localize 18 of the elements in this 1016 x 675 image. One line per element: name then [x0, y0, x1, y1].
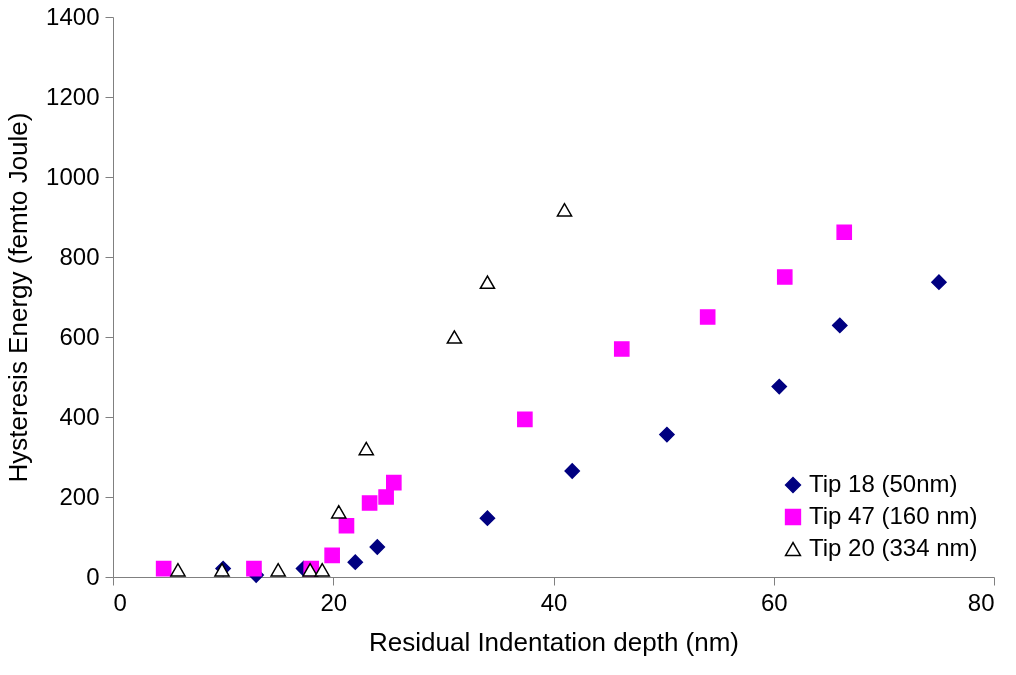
y-tick-label: 1000 — [46, 162, 100, 190]
x-tick-label: 40 — [540, 588, 568, 616]
y-tick-label: 800 — [59, 242, 100, 270]
y-tick-label: 0 — [86, 562, 100, 590]
y-tick-label: 600 — [59, 322, 100, 350]
legend-label: Tip 20 (334 nm) — [809, 534, 978, 561]
x-tick-label: 80 — [967, 588, 995, 616]
legend-label: Tip 18 (50nm) — [809, 470, 958, 497]
y-tick-label: 400 — [59, 402, 100, 430]
legend-label: Tip 47 (160 nm) — [809, 502, 978, 529]
y-tick-label: 200 — [59, 482, 100, 510]
x-tick-label: 0 — [113, 588, 127, 616]
x-tick-label: 20 — [320, 588, 348, 616]
x-tick-label: 60 — [760, 588, 788, 616]
y-tick-label: 1200 — [46, 82, 100, 110]
y-axis-title: Hysteresis Energy (femto Joule) — [3, 112, 34, 483]
x-axis-title: Residual Indentation depth (nm) — [368, 626, 740, 657]
y-tick-label: 1400 — [46, 2, 100, 30]
